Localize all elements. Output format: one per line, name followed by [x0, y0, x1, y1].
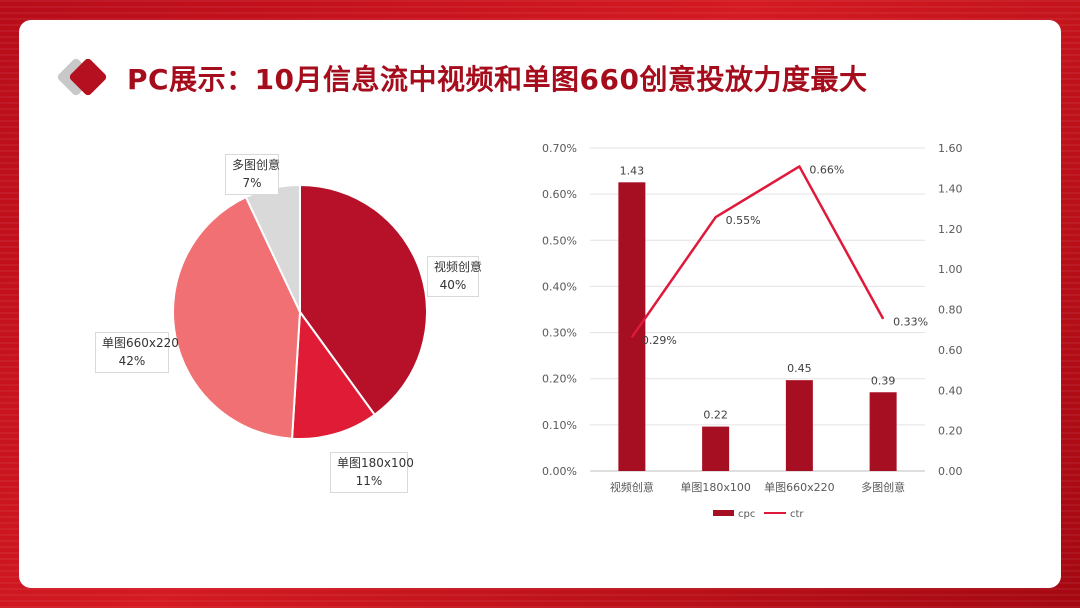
pie-label-name: 单图660x220 [102, 336, 179, 350]
x-axis-tick: 单图660x220 [764, 481, 835, 494]
left-axis-tick: 0.00% [542, 465, 577, 478]
pie-label-name: 单图180x100 [337, 456, 414, 470]
pie-slice [172, 195, 302, 440]
line-point-ctr [631, 336, 633, 338]
left-axis-tick: 0.60% [542, 188, 577, 201]
right-axis-tick: 0.20 [938, 425, 963, 438]
line-ctr [630, 165, 885, 338]
line-data-label: 0.29% [642, 334, 677, 347]
pie-label-value: 7% [242, 176, 262, 190]
x-axis-tick: 视频创意 [610, 480, 654, 494]
pie-slice [290, 309, 377, 440]
bar-data-label: 0.22 [703, 409, 728, 422]
title-diamond-icon [57, 58, 107, 96]
right-axis-tick: 1.60 [938, 142, 963, 155]
left-axis-tick: 0.30% [542, 327, 577, 340]
bar-data-label: 1.43 [620, 164, 645, 177]
pie-slice [299, 185, 428, 417]
slide-title: PC展示：10月信息流中视频和单图660创意投放力度最大 [127, 63, 868, 96]
bar-cpc [785, 380, 813, 471]
pie-label-name: 视频创意 [434, 260, 483, 274]
x-axis-tick: 多图创意 [861, 480, 905, 494]
right-axis-tick: 1.40 [938, 182, 963, 195]
legend-label-cpc: cpc [738, 509, 755, 520]
pie-label-single-180: 单图180x100 11% [330, 452, 414, 493]
bar-cpc [618, 182, 646, 471]
pie-label-value: 42% [118, 354, 146, 368]
line-point-ctr [882, 318, 884, 320]
left-axis-tick: 0.70% [542, 142, 577, 155]
right-axis-tick: 1.00 [938, 263, 963, 276]
pie-label-name: 多图创意 [232, 158, 281, 172]
x-axis-tick: 单图180x100 [680, 481, 751, 494]
bar-data-label: 0.45 [787, 362, 812, 375]
legend-label-ctr: ctr [790, 509, 804, 520]
bar-data-label: 0.39 [871, 374, 896, 387]
left-axis-tick: 0.10% [542, 419, 577, 432]
bar-cpc [702, 426, 730, 471]
left-axis-tick: 0.20% [542, 373, 577, 386]
legend-swatch-cpc [713, 510, 734, 516]
line-data-label: 0.33% [893, 316, 928, 329]
right-axis-tick: 0.60 [938, 344, 963, 357]
combo-chart: 0.00% 0.10% 0.20% 0.30% 0.40% 0.50% 0.60% 0.70%… [542, 142, 963, 520]
line-data-label: 0.55% [726, 214, 761, 227]
right-axis-tick: 0.00 [938, 465, 963, 478]
pie-label-single-660: 单图660x220 42% [95, 332, 179, 373]
pie-chart [172, 185, 428, 440]
bar-cpc [869, 392, 897, 471]
line-point-ctr [798, 165, 800, 167]
line-point-ctr [715, 216, 717, 218]
left-axis-tick: 0.50% [542, 234, 577, 247]
pie-label-value: 11% [355, 474, 383, 488]
pie-label-multi: 多图创意 7% [225, 154, 281, 195]
left-axis-tick: 0.40% [542, 280, 577, 293]
right-axis-tick: 0.40 [938, 384, 963, 397]
pie-label-video: 视频创意 40% [427, 256, 483, 297]
right-axis-tick: 1.20 [938, 223, 963, 236]
line-data-label: 0.66% [809, 163, 844, 176]
right-axis-tick: 0.80 [938, 304, 963, 317]
pie-label-value: 40% [439, 278, 467, 292]
